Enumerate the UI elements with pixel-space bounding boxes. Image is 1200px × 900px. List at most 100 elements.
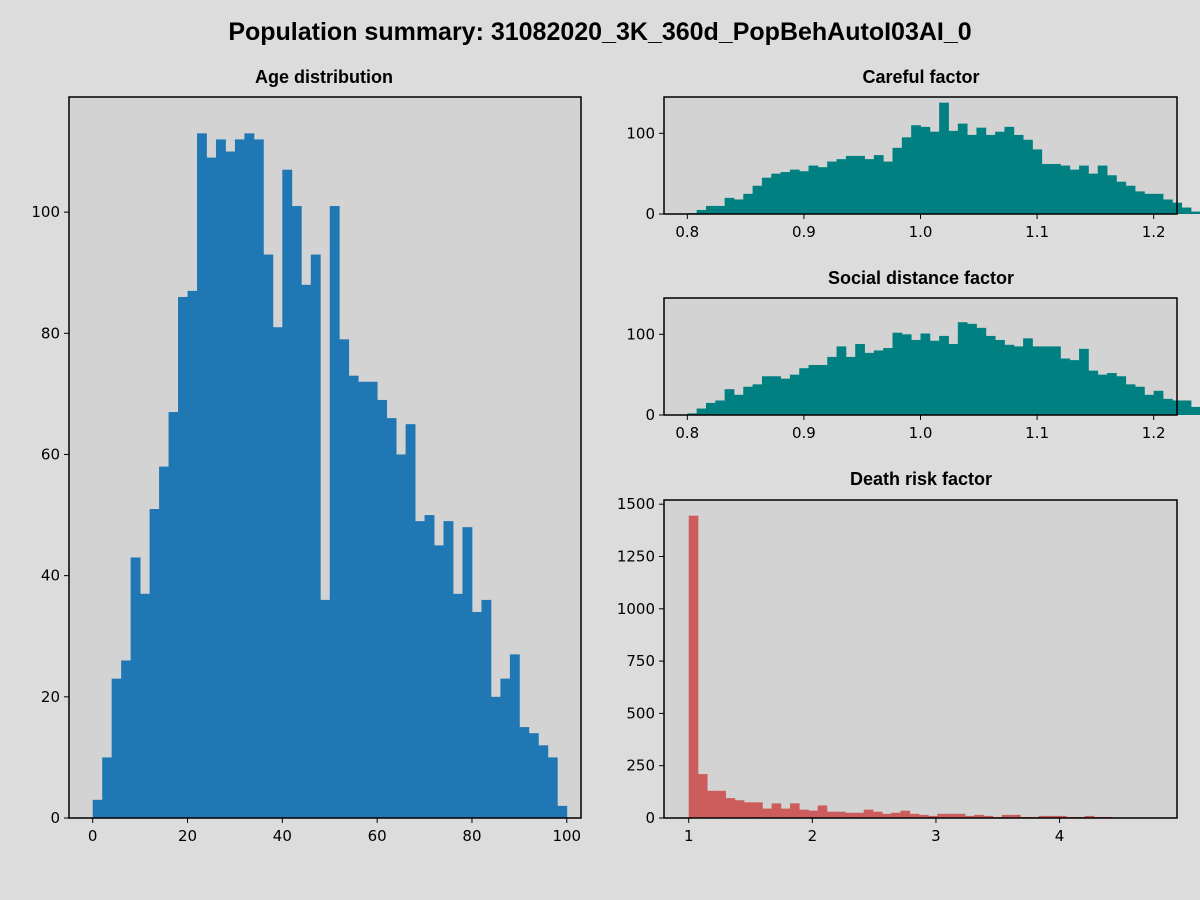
careful-factor-bar bbox=[743, 193, 754, 214]
age-distribution-bar bbox=[557, 805, 568, 818]
death-risk-factor-bar bbox=[836, 811, 846, 818]
social-distance-factor-bar bbox=[789, 374, 800, 415]
social-distance-factor-bar bbox=[780, 378, 791, 415]
age-distribution-bar bbox=[500, 678, 511, 818]
careful-factor-x-tick-label: 1.1 bbox=[1025, 223, 1049, 241]
death-risk-factor-y-tick-label: 750 bbox=[626, 652, 655, 670]
age-distribution-bar bbox=[528, 733, 539, 818]
death-risk-factor-bar bbox=[965, 815, 975, 818]
careful-factor-bar bbox=[1060, 165, 1071, 214]
age-distribution-bar bbox=[92, 799, 103, 818]
careful-factor-bar bbox=[901, 137, 912, 214]
social-distance-factor-x-tick-label: 0.8 bbox=[675, 424, 699, 442]
age-distribution-bar bbox=[453, 593, 463, 818]
age-distribution-bar bbox=[396, 454, 406, 818]
death-risk-factor-y-tick-label: 500 bbox=[626, 704, 655, 722]
death-risk-factor-bar bbox=[918, 814, 929, 818]
careful-factor-bar bbox=[705, 205, 716, 214]
death-risk-factor-bar bbox=[707, 790, 717, 818]
careful-factor-bar bbox=[864, 159, 875, 214]
social-distance-factor-bar bbox=[696, 408, 707, 415]
careful-factor-bar bbox=[1088, 173, 1099, 214]
age-distribution-bar bbox=[187, 290, 198, 819]
death-risk-factor-plot-area bbox=[664, 500, 1177, 818]
social-distance-factor-bar bbox=[967, 323, 977, 415]
careful-factor-bar bbox=[1153, 193, 1164, 214]
age-distribution-axes-frame bbox=[68, 96, 582, 819]
death-risk-factor-axes-frame bbox=[663, 499, 1178, 819]
death-risk-factor-bar bbox=[946, 813, 957, 818]
death-risk-factor-y-tick-label: 1250 bbox=[617, 547, 655, 565]
age-distribution-y-tick-label: 40 bbox=[41, 567, 60, 585]
careful-factor-bar bbox=[911, 125, 921, 214]
social-distance-factor-bar bbox=[1041, 346, 1052, 415]
social-distance-factor-bar bbox=[873, 350, 884, 415]
age-distribution-bar bbox=[244, 133, 255, 819]
death-risk-factor-bar bbox=[1047, 815, 1058, 818]
death-risk-factor-bar bbox=[771, 803, 782, 818]
careful-factor-bar bbox=[1004, 126, 1015, 214]
careful-factor-bar bbox=[957, 123, 968, 214]
social-distance-factor-bar bbox=[1153, 390, 1164, 415]
careful-factor-bar bbox=[733, 199, 744, 214]
death-risk-factor-bar bbox=[1001, 814, 1012, 818]
age-distribution-bar bbox=[178, 296, 188, 818]
careful-factor-bar bbox=[1013, 134, 1024, 214]
death-risk-factor-bar bbox=[790, 803, 800, 818]
careful-factor-bar bbox=[761, 177, 772, 214]
careful-factor-bar bbox=[985, 134, 996, 214]
social-distance-factor-bar bbox=[845, 356, 856, 415]
careful-factor-bar bbox=[1032, 149, 1043, 214]
age-distribution-bar bbox=[509, 654, 520, 818]
age-distribution-bar bbox=[225, 151, 236, 818]
social-distance-factor-bar bbox=[752, 384, 763, 415]
careful-factor-bar bbox=[1135, 191, 1145, 214]
careful-factor-x-tick-label: 1.0 bbox=[909, 223, 933, 241]
social-distance-factor-bar bbox=[799, 368, 809, 415]
age-distribution-y-tick-label: 60 bbox=[41, 445, 60, 463]
careful-factor-bar bbox=[799, 171, 809, 214]
age-distribution-bar bbox=[538, 745, 549, 818]
careful-factor-bar bbox=[1190, 211, 1200, 214]
careful-factor-bar bbox=[1163, 199, 1173, 214]
social-distance-factor-bar bbox=[743, 386, 754, 415]
careful-factor-y-tick-label: 100 bbox=[626, 124, 655, 142]
careful-factor-bar bbox=[780, 172, 791, 214]
death-risk-factor-bar bbox=[734, 800, 745, 818]
careful-factor-x-tick-label: 0.8 bbox=[675, 223, 699, 241]
social-distance-factor-bar bbox=[985, 335, 996, 415]
death-risk-factor-y-tick-label: 1000 bbox=[617, 600, 655, 618]
careful-factor-bar bbox=[967, 134, 977, 214]
age-distribution-bar bbox=[102, 757, 113, 818]
death-risk-factor-bar bbox=[1057, 815, 1067, 818]
age-distribution-bar bbox=[291, 206, 302, 818]
social-distance-factor-bar bbox=[864, 352, 875, 415]
age-distribution-x-tick-label: 100 bbox=[552, 827, 581, 845]
social-distance-factor-bar bbox=[715, 400, 726, 415]
age-distribution-bar bbox=[215, 139, 226, 819]
death-risk-factor-x-tick-label: 2 bbox=[808, 827, 818, 845]
death-risk-factor-bar bbox=[716, 790, 726, 818]
careful-factor-bar bbox=[939, 102, 949, 214]
age-distribution-bar bbox=[339, 339, 350, 818]
age-distribution-x-tick-label: 60 bbox=[368, 827, 387, 845]
social-distance-factor-bar bbox=[836, 346, 847, 415]
careful-factor-bar bbox=[827, 161, 837, 214]
social-distance-factor-bar bbox=[883, 348, 893, 415]
social-distance-factor-x-tick-label: 1.0 bbox=[909, 424, 933, 442]
social-distance-factor-bar bbox=[1023, 338, 1033, 415]
age-distribution-bar bbox=[415, 521, 425, 818]
death-risk-factor-x-tick-label: 3 bbox=[931, 827, 941, 845]
death-risk-factor-y-tick-label: 250 bbox=[626, 757, 655, 775]
age-distribution-bar bbox=[282, 169, 293, 819]
social-distance-factor-bar bbox=[1069, 360, 1080, 415]
age-distribution-bar bbox=[234, 139, 245, 819]
death-risk-factor-bar bbox=[697, 774, 708, 818]
death-risk-factor-bar bbox=[882, 813, 892, 818]
age-distribution-y-tick-label: 0 bbox=[50, 809, 60, 827]
death-risk-factor-bar bbox=[955, 813, 966, 818]
death-risk-factor-bar bbox=[743, 802, 754, 818]
age-distribution-x-tick-label: 0 bbox=[88, 827, 98, 845]
age-distribution-bar bbox=[367, 381, 378, 818]
